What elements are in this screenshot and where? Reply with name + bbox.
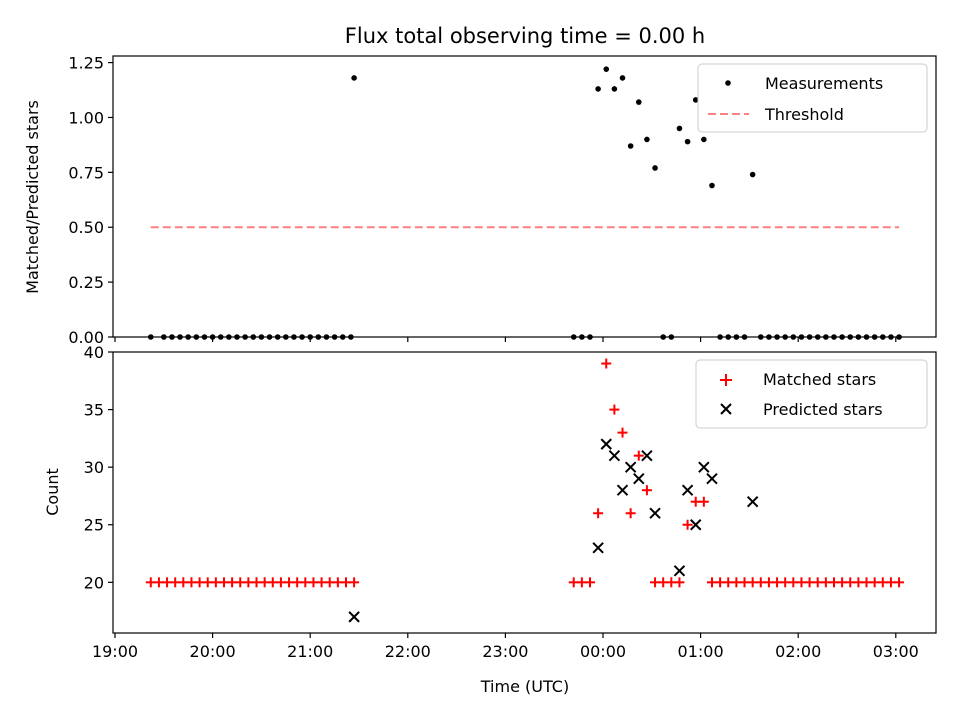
legend-box	[697, 63, 928, 133]
y-axis-ticks: 0.00 0.25 0.50 0.75 1.00 1.25	[68, 54, 113, 347]
x-axis-label: Time (UTC)	[480, 677, 569, 696]
legend-label-predicted: Predicted stars	[763, 400, 883, 419]
y-tick-label: 40	[84, 343, 104, 362]
y-axis-label: Count	[43, 468, 62, 516]
y-tick-label: 0.00	[68, 328, 104, 347]
data-point	[617, 427, 628, 438]
x-tick-label: 01:00	[678, 642, 724, 661]
x-tick-label: 19:00	[92, 642, 138, 661]
y-tick-label: 0.75	[68, 163, 104, 182]
data-point	[600, 438, 612, 450]
data-point	[351, 75, 357, 81]
data-point	[348, 611, 360, 623]
x-tick-label: 03:00	[873, 642, 919, 661]
data-point	[673, 565, 686, 577]
x-axis-ticks: 19:00 20:00 21:00 22:00 23:00 00:00 01:00 02:00…	[92, 633, 919, 661]
legend-marker-measurements	[725, 80, 731, 86]
data-point	[616, 484, 629, 496]
data-point	[619, 75, 626, 81]
data-point	[692, 97, 699, 103]
data-point	[603, 66, 610, 72]
legend: Measurements Threshold	[697, 63, 928, 133]
legend-label-measurements: Measurements	[765, 74, 883, 93]
x-tick-label: 20:00	[190, 642, 236, 661]
data-point	[609, 404, 620, 415]
data-point	[641, 449, 653, 462]
data-point	[349, 577, 360, 588]
panel-ratio: Matched/Predicted stars 0.00 0.25 0.50 0.75…	[23, 54, 937, 347]
data-point	[584, 577, 595, 588]
data-point	[592, 542, 604, 554]
legend-box	[695, 359, 928, 429]
data-point	[701, 136, 707, 143]
data-point	[709, 182, 715, 189]
data-point	[624, 461, 637, 473]
data-point	[706, 472, 718, 485]
y-tick-label: 30	[84, 458, 104, 477]
data-point	[676, 125, 683, 132]
y-tick-label: 25	[84, 516, 104, 535]
panel-counts: Count 20 25 30 35 40 19:00 20:00 21:00 22:00 23:…	[43, 343, 937, 696]
y-tick-label: 1.00	[68, 108, 104, 127]
data-point	[633, 450, 644, 461]
data-point	[690, 519, 702, 531]
y-tick-label: 0.25	[68, 273, 104, 292]
axes-frame	[112, 351, 937, 634]
y-axis-ticks: 20 25 30 35 40	[84, 343, 113, 592]
chart-title: Flux total observing time = 0.00 h	[345, 24, 705, 48]
x-tick-label: 00:00	[580, 642, 626, 661]
data-point	[595, 86, 601, 92]
legend-label-matched: Matched stars	[763, 370, 876, 389]
x-tick-label: 21:00	[287, 642, 333, 661]
y-tick-label: 0.50	[68, 218, 104, 237]
data-point	[698, 461, 710, 473]
data-point	[652, 165, 658, 171]
data-point	[593, 508, 604, 519]
y-axis-label: Matched/Predicted stars	[23, 100, 42, 294]
legend: Matched stars Predicted stars	[695, 359, 928, 429]
x-tick-label: 02:00	[775, 642, 821, 661]
y-tick-label: 35	[84, 401, 104, 420]
data-point	[635, 99, 642, 105]
axes-frame	[112, 55, 937, 338]
data-point	[627, 143, 634, 149]
data-point	[625, 508, 636, 519]
data-point	[681, 484, 694, 496]
plot-area	[145, 358, 905, 623]
data-point	[894, 577, 905, 588]
series-predicted-stars	[348, 438, 759, 623]
data-point	[641, 485, 652, 496]
series-matched-stars	[145, 358, 905, 588]
data-point	[608, 449, 621, 462]
legend-marker-predicted	[720, 403, 732, 415]
data-point	[601, 358, 612, 369]
data-point	[684, 138, 691, 145]
data-point	[746, 496, 759, 508]
legend-label-threshold: Threshold	[764, 105, 844, 124]
x-tick-label: 22:00	[385, 642, 431, 661]
data-point	[633, 472, 645, 485]
data-point	[611, 86, 618, 92]
data-point	[749, 171, 756, 178]
legend-marker-matched	[720, 374, 732, 386]
y-tick-label: 1.25	[68, 54, 104, 73]
data-point	[698, 496, 709, 507]
x-tick-label: 23:00	[482, 642, 528, 661]
data-point	[644, 136, 650, 143]
data-point	[674, 577, 685, 588]
data-point	[682, 519, 693, 530]
y-tick-label: 20	[84, 573, 104, 592]
data-point	[649, 507, 661, 519]
